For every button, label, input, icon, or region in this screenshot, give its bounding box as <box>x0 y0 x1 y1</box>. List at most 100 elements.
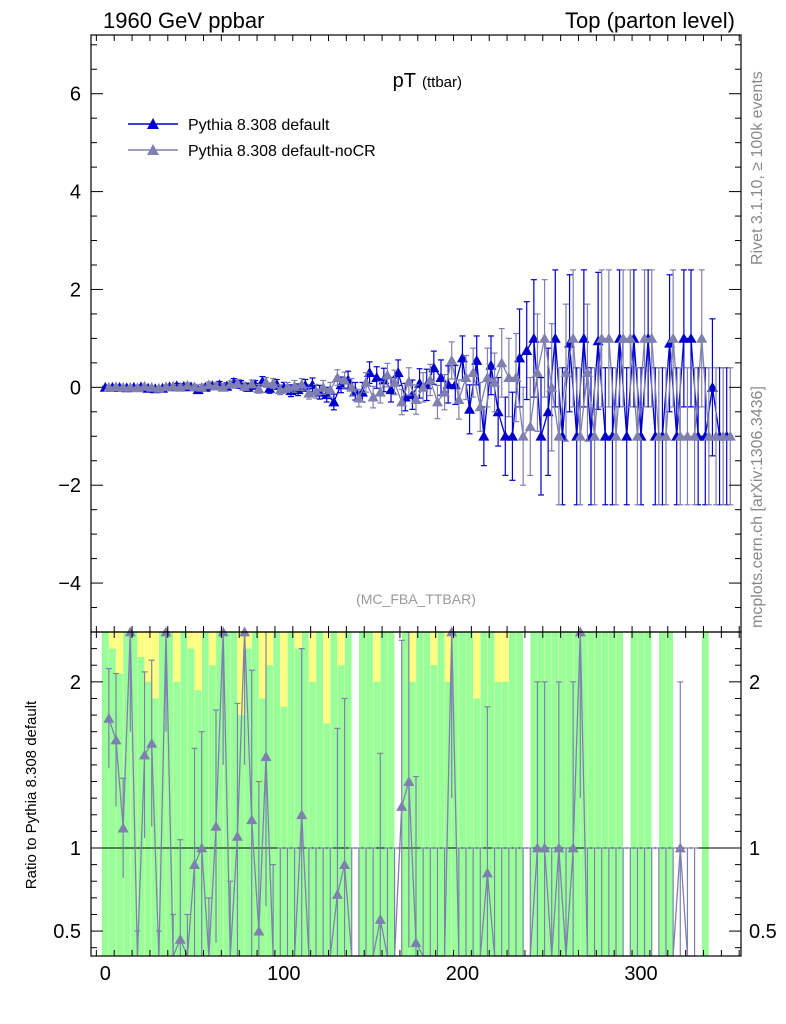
data-point <box>617 332 629 343</box>
ratio-data-point <box>553 842 565 853</box>
ratio-band-inner <box>180 632 188 956</box>
data-point <box>446 354 458 365</box>
main-plot <box>99 269 736 506</box>
data-point <box>217 381 229 392</box>
data-point <box>267 377 279 388</box>
ratio-data-point <box>110 734 122 745</box>
data-point <box>392 367 404 378</box>
ratio-band-inner <box>637 632 645 956</box>
data-point <box>589 430 601 441</box>
ratio-band-inner <box>466 632 473 956</box>
ratio-series-nocr <box>103 626 698 957</box>
ratio-band-inner <box>201 632 209 956</box>
ratio-y-tick-label: 2 <box>70 672 81 694</box>
data-point <box>453 394 465 404</box>
ratio-band-inner <box>701 632 709 956</box>
data-point <box>324 384 336 395</box>
data-point <box>646 332 658 343</box>
ratio-data-point <box>117 822 129 833</box>
ratio-data-point <box>331 889 343 899</box>
data-point <box>542 406 554 417</box>
ratio-data-point <box>539 842 551 853</box>
legend-item-default: Pythia 8.308 default <box>128 117 330 134</box>
ratio-data-point <box>246 814 258 825</box>
legend-label-nocr: Pythia 8.308 default-noCR <box>188 143 376 160</box>
ratio-band-inner <box>323 723 331 956</box>
ratio-data-point <box>174 933 186 944</box>
data-point <box>403 375 415 386</box>
data-point <box>717 430 729 441</box>
data-point <box>231 377 243 388</box>
ratio-data-point <box>531 842 543 853</box>
data-point <box>539 332 551 343</box>
data-point <box>485 359 497 370</box>
ratio-band-inner <box>101 632 109 956</box>
data-point <box>381 369 393 380</box>
data-point <box>203 379 215 390</box>
data-point <box>146 381 158 392</box>
ratio-plot <box>91 626 741 957</box>
ratio-band-inner <box>373 681 381 956</box>
data-point <box>139 380 151 391</box>
data-point <box>653 430 665 441</box>
ratio-y-tick-label: 1 <box>70 838 81 860</box>
data-point <box>710 430 722 441</box>
ratio-band-inner <box>659 632 666 956</box>
plot-title: pT <box>393 70 416 92</box>
ratio-band-inner <box>494 681 502 956</box>
ratio-band-inner <box>251 632 259 956</box>
data-point <box>685 332 697 343</box>
analysis-annotation: (MC_FBA_TTBAR) <box>356 591 476 607</box>
ratio-band-inner <box>430 665 438 956</box>
ratio-band-inner <box>559 632 566 956</box>
data-point <box>667 332 679 343</box>
ratio-data-point <box>253 925 265 936</box>
data-point <box>410 394 422 404</box>
data-point <box>578 332 590 343</box>
ratio-band-inner <box>123 632 131 956</box>
ratio-band-inner <box>587 632 595 956</box>
data-point <box>567 332 579 343</box>
data-point <box>346 381 358 392</box>
ratio-data-point <box>103 712 115 723</box>
ratio-band-inner <box>509 632 516 956</box>
ratio-data-point <box>296 809 308 820</box>
ratio-band-inner <box>480 632 488 956</box>
data-point <box>360 376 372 387</box>
data-point <box>610 430 622 441</box>
ratio-data-point <box>674 842 686 853</box>
ratio-band-inner <box>244 648 252 956</box>
ratio-data-point <box>210 820 222 831</box>
x-tick-label: 200 <box>446 963 479 985</box>
data-point <box>210 380 222 391</box>
x-tick-label: 0 <box>100 963 111 985</box>
ratio-band-inner <box>287 632 295 956</box>
data-point <box>478 430 490 441</box>
legend: Pythia 8.308 default Pythia 8.308 defaul… <box>128 117 376 160</box>
ratio-band-inner <box>280 706 288 956</box>
triangle-marker-icon <box>147 144 159 155</box>
ratio-data-point <box>396 800 408 811</box>
ratio-band-inner <box>359 632 366 956</box>
data-point <box>260 376 272 387</box>
ratio-band-inner <box>544 632 552 956</box>
ratio-band-inner <box>601 632 609 956</box>
legend-label-default: Pythia 8.308 default <box>188 117 330 134</box>
data-point <box>549 332 561 343</box>
data-point <box>474 401 486 412</box>
ratio-band-inner <box>473 698 481 956</box>
data-point <box>385 384 397 395</box>
data-point <box>674 430 686 441</box>
data-point <box>574 430 586 441</box>
ratio-band-inner <box>173 681 181 956</box>
ratio-data-point <box>189 859 201 870</box>
data-point <box>424 374 436 385</box>
ratio-data-point <box>567 842 579 853</box>
data-point <box>706 381 718 392</box>
data-point <box>331 372 343 382</box>
data-point <box>499 430 511 441</box>
data-point <box>528 332 540 343</box>
data-point <box>621 430 633 441</box>
series-nocr <box>103 269 736 506</box>
data-point <box>296 378 308 389</box>
